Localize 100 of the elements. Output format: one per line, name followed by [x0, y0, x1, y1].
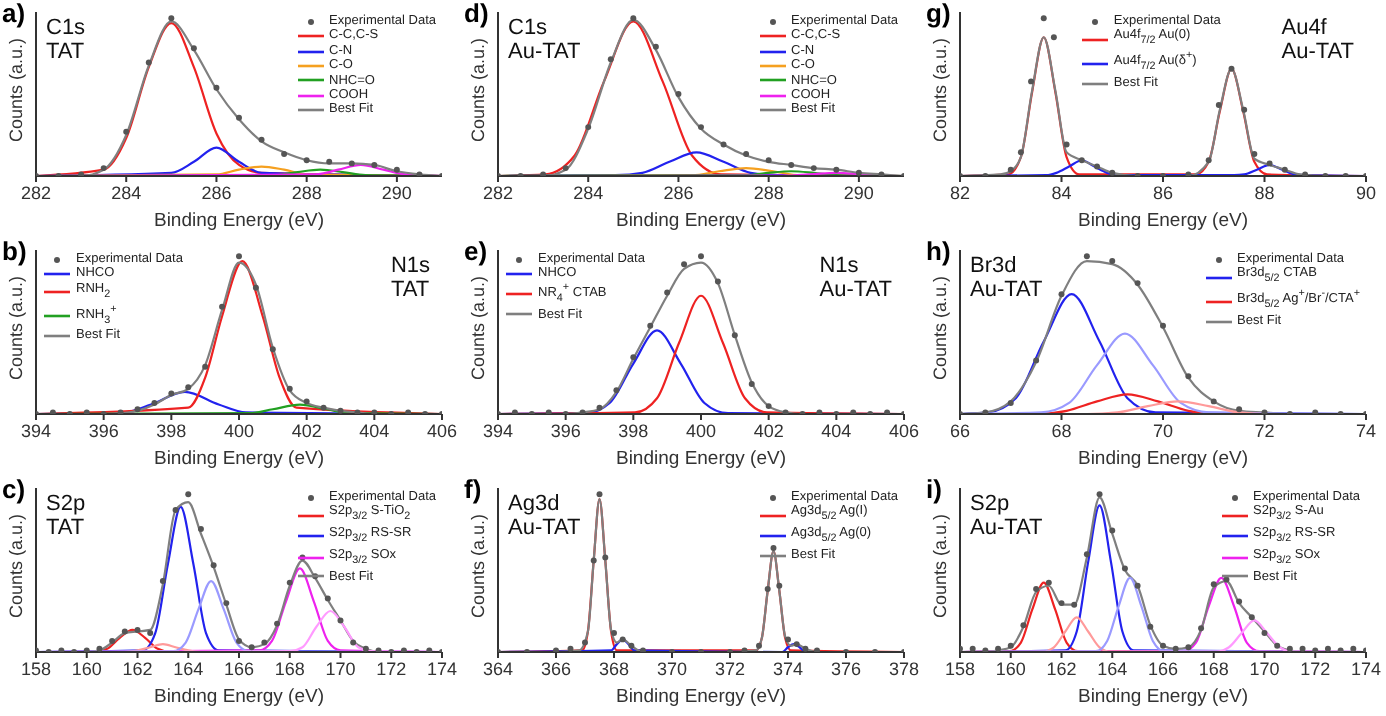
annotation: N1s [390, 254, 430, 278]
annotation: S2p [970, 492, 1012, 516]
x-tick-label: 172 [1300, 658, 1331, 679]
y-axis-title: Counts (a.u.) [468, 275, 489, 380]
x-tick-label: 364 [482, 658, 514, 679]
x-tick-label: 172 [376, 658, 407, 679]
x-tick-label: 374 [772, 658, 804, 679]
x-tick-label: 82 [949, 182, 971, 203]
y-axis-title: Counts (a.u.) [468, 37, 489, 142]
x-tick-label: 288 [291, 182, 322, 203]
x-tick-label: 282 [482, 182, 514, 203]
x-tick-label: 368 [598, 658, 630, 679]
annotation: S2p [46, 492, 86, 516]
x-tick-label: 396 [88, 420, 119, 441]
x-tick-label: 398 [156, 420, 187, 441]
x-tick-label: 394 [20, 420, 52, 441]
x-axis-title: Binding Energy (eV) [153, 686, 325, 708]
y-axis-title: Counts (a.u.) [930, 513, 951, 618]
chart-title: h) [926, 236, 951, 266]
x-axis-title: Binding Energy (eV) [153, 210, 325, 232]
x-tick-label: 284 [111, 182, 142, 203]
x-tick-label: 162 [1046, 658, 1077, 679]
y-axis-title: Counts (a.u.) [6, 37, 27, 142]
x-tick-label: 174 [1350, 658, 1382, 679]
x-tick-label: 400 [685, 420, 717, 441]
x-axis-title: Binding Energy (eV) [153, 448, 325, 470]
annotation: Au4f [1281, 16, 1329, 40]
x-tick-label: 290 [843, 182, 874, 203]
chart-title: c) [2, 474, 26, 504]
annotation: C1s [46, 16, 86, 40]
x-axis-title: Binding Energy (eV) [615, 448, 787, 470]
x-tick-label: 170 [325, 658, 356, 679]
x-tick-label: 174 [426, 658, 458, 679]
x-tick-label: 68 [1051, 420, 1072, 441]
x-tick-label: 72 [1254, 420, 1275, 441]
annotation: Au-TAT [970, 516, 1043, 540]
annotation: Br3d [970, 254, 1019, 278]
x-tick-label: 404 [359, 420, 390, 441]
x-tick-label: 70 [1152, 420, 1174, 441]
chart-title: b) [2, 236, 27, 266]
x-tick-label: 168 [274, 658, 305, 679]
chart-title: f) [464, 474, 482, 504]
x-tick-label: 164 [173, 658, 204, 679]
annotation: Au-TAT [508, 40, 581, 64]
x-tick-label: 402 [753, 420, 784, 441]
x-tick-label: 158 [20, 658, 52, 679]
x-axis-title: Binding Energy (eV) [1077, 686, 1249, 708]
x-tick-label: 282 [20, 182, 52, 203]
x-tick-label: 284 [573, 182, 604, 203]
chart-title: d) [464, 0, 489, 28]
chart-title: a) [2, 0, 26, 28]
x-tick-label: 166 [223, 658, 255, 679]
x-tick-label: 286 [201, 182, 232, 203]
x-tick-label: 394 [482, 420, 514, 441]
x-tick-label: 90 [1355, 182, 1377, 203]
x-tick-label: 88 [1254, 182, 1275, 203]
x-tick-label: 162 [122, 658, 153, 679]
y-axis-title: Counts (a.u.) [930, 275, 951, 380]
y-axis-title: Counts (a.u.) [6, 513, 27, 618]
x-tick-label: 402 [291, 420, 322, 441]
x-tick-label: 370 [656, 658, 688, 679]
x-tick-label: 286 [663, 182, 694, 203]
x-axis-title: Binding Energy (eV) [1077, 210, 1249, 232]
y-axis-title: Counts (a.u.) [6, 275, 27, 380]
annotation: Au-TAT [1281, 40, 1354, 64]
x-tick-label: 66 [949, 420, 971, 441]
x-tick-label: 376 [830, 658, 862, 679]
x-tick-label: 164 [1097, 658, 1128, 679]
x-tick-label: 170 [1249, 658, 1280, 679]
x-tick-label: 160 [71, 658, 102, 679]
x-tick-label: 400 [223, 420, 255, 441]
annotation: N1s [819, 254, 861, 278]
x-tick-label: 398 [618, 420, 649, 441]
x-tick-label: 406 [888, 420, 920, 441]
x-axis-title: Binding Energy (eV) [615, 210, 787, 232]
annotation: TAT [46, 516, 86, 540]
x-tick-label: 406 [426, 420, 458, 441]
x-tick-label: 166 [1147, 658, 1179, 679]
chart-title: g) [926, 0, 951, 28]
annotation: C1s [508, 16, 550, 40]
x-tick-label: 396 [550, 420, 581, 441]
annotation: Au-TAT [970, 278, 1043, 302]
annotation: Ag3d [508, 492, 562, 516]
chart-title: i) [926, 474, 942, 504]
x-tick-label: 372 [714, 658, 746, 679]
annotation: TAT [46, 40, 86, 64]
annotation: TAT [390, 278, 430, 302]
y-axis-title: Counts (a.u.) [468, 513, 489, 618]
x-axis-title: Binding Energy (eV) [1077, 448, 1249, 470]
annotation: Au-TAT [819, 278, 892, 302]
x-tick-label: 160 [995, 658, 1026, 679]
x-tick-label: 288 [753, 182, 784, 203]
x-tick-label: 168 [1198, 658, 1229, 679]
x-tick-label: 86 [1152, 182, 1174, 203]
x-tick-label: 84 [1051, 182, 1072, 203]
x-tick-label: 366 [540, 658, 572, 679]
x-tick-label: 158 [944, 658, 976, 679]
x-axis-title: Binding Energy (eV) [615, 686, 787, 708]
y-axis-title: Counts (a.u.) [930, 37, 951, 142]
annotation: Au-TAT [508, 516, 581, 540]
